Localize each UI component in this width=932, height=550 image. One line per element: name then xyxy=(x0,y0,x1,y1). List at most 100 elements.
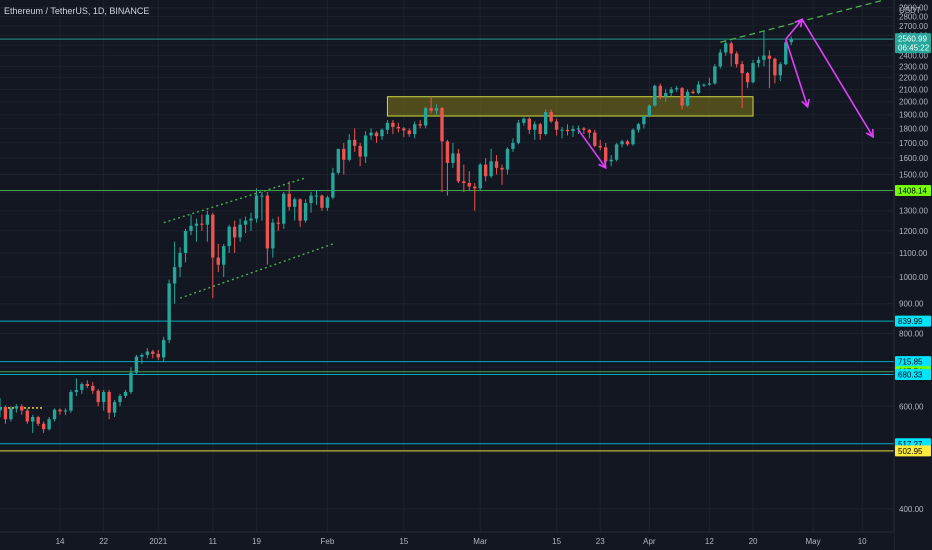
candle-body xyxy=(298,199,302,221)
candle-body xyxy=(265,195,270,249)
candle-body xyxy=(702,84,706,86)
candle-body xyxy=(31,417,35,422)
channel-line xyxy=(179,243,334,299)
candle-body xyxy=(734,53,739,65)
candle-body xyxy=(391,122,395,127)
candle-body xyxy=(211,214,215,258)
candle-body xyxy=(549,112,553,122)
candle-body xyxy=(243,220,248,225)
candle-body xyxy=(162,339,166,358)
candle-body xyxy=(178,252,182,268)
price-tick-label: 2800.00 xyxy=(899,13,928,22)
candle-body xyxy=(789,39,793,43)
candle-body xyxy=(200,223,204,225)
candle-body xyxy=(587,129,592,133)
candle-body xyxy=(276,222,280,224)
candle-body xyxy=(25,410,29,422)
candle-body xyxy=(729,43,733,54)
candle-body xyxy=(560,129,564,131)
candle-body xyxy=(380,129,384,137)
candle-body xyxy=(292,199,297,207)
candle-body xyxy=(724,43,728,53)
candle-body xyxy=(96,390,100,403)
candle-body xyxy=(680,88,684,106)
chart-title: Ethereum / TetherUS, 1D, BINANCE xyxy=(4,6,149,16)
price-tick-label: 2300.00 xyxy=(899,62,928,71)
price-tick-label: 2400.00 xyxy=(899,52,928,61)
candle-body xyxy=(483,164,488,177)
price-tag-sublabel: 06:45:22 xyxy=(898,44,930,53)
candle-body xyxy=(625,141,630,145)
candle-body xyxy=(91,386,95,391)
candle-body xyxy=(609,159,613,162)
price-tick-label: 1900.00 xyxy=(899,111,928,120)
candle-body xyxy=(456,153,461,182)
candle-body xyxy=(107,391,111,413)
price-tick-label: 1500.00 xyxy=(899,170,928,179)
candle-body xyxy=(505,148,510,170)
candle-body xyxy=(767,55,772,59)
candle-body xyxy=(565,129,570,132)
candle-body xyxy=(134,356,139,373)
price-tag-label: 517.27 xyxy=(898,440,923,449)
candle-body xyxy=(620,141,624,145)
candle-body xyxy=(440,108,444,142)
candle-body xyxy=(478,164,482,189)
candle-body xyxy=(249,218,253,221)
price-tick-label: 1800.00 xyxy=(899,124,928,133)
candle-body xyxy=(101,391,106,403)
price-tag-label: 680.33 xyxy=(898,370,923,379)
price-tick-label: 1700.00 xyxy=(899,139,928,148)
candle-body xyxy=(352,139,357,146)
candle-body xyxy=(260,195,264,197)
price-tag-label: 839.99 xyxy=(898,317,923,326)
candle-body xyxy=(691,91,695,94)
candle-body xyxy=(374,132,379,137)
candle-body xyxy=(47,419,51,430)
candle-body xyxy=(172,267,177,284)
time-tick-label: 19 xyxy=(252,537,261,546)
price-tick-label: 2000.00 xyxy=(899,98,928,107)
price-tag-label: 1408.14 xyxy=(898,186,927,195)
candle-body xyxy=(205,214,210,225)
candle-body xyxy=(707,83,712,85)
time-axis[interactable]: 14 22 2021 11 19 Feb 15 Mar 15 23 Apr 12 20 May 10 xyxy=(56,537,868,546)
candle-body xyxy=(140,354,144,357)
time-tick-label: 23 xyxy=(596,537,605,546)
projection-arrows xyxy=(577,18,874,170)
candle-body xyxy=(9,408,13,420)
candle-body xyxy=(576,128,581,130)
price-tick-label: 1600.00 xyxy=(899,154,928,163)
candle-body xyxy=(582,128,586,130)
candle-body xyxy=(63,410,68,412)
candle-body xyxy=(282,193,286,224)
candle-body xyxy=(522,118,526,123)
candle-body xyxy=(685,91,690,106)
candle-body xyxy=(434,108,439,111)
candle-body xyxy=(3,407,8,420)
time-tick-label: 10 xyxy=(858,537,867,546)
candle-body xyxy=(254,195,259,219)
arrow-head xyxy=(801,98,810,109)
candle-body xyxy=(494,161,499,168)
candle-body xyxy=(554,121,559,130)
support-resistance-zone xyxy=(386,96,754,117)
candle-body xyxy=(418,124,422,126)
candle-body xyxy=(0,407,2,411)
candle-body xyxy=(363,135,368,157)
candle-body xyxy=(287,193,291,207)
candle-body xyxy=(631,129,635,145)
price-tick-label: 2200.00 xyxy=(899,74,928,83)
candle-body xyxy=(543,112,548,135)
candle-body xyxy=(614,144,619,160)
candle-body xyxy=(194,223,199,226)
arrow-shaft xyxy=(801,18,874,138)
candle-body xyxy=(167,283,171,340)
candle-body xyxy=(385,122,390,130)
price-level-tags: 2560.9906:45:221408.14839.99715.85687.74… xyxy=(895,33,931,457)
price-tag xyxy=(895,33,931,54)
candle-body xyxy=(320,195,324,208)
horizontal-levels xyxy=(0,38,894,452)
candle-body xyxy=(451,153,455,163)
